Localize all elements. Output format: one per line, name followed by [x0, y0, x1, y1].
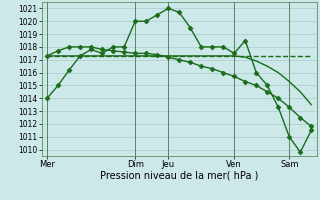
X-axis label: Pression niveau de la mer( hPa ): Pression niveau de la mer( hPa )	[100, 171, 258, 181]
